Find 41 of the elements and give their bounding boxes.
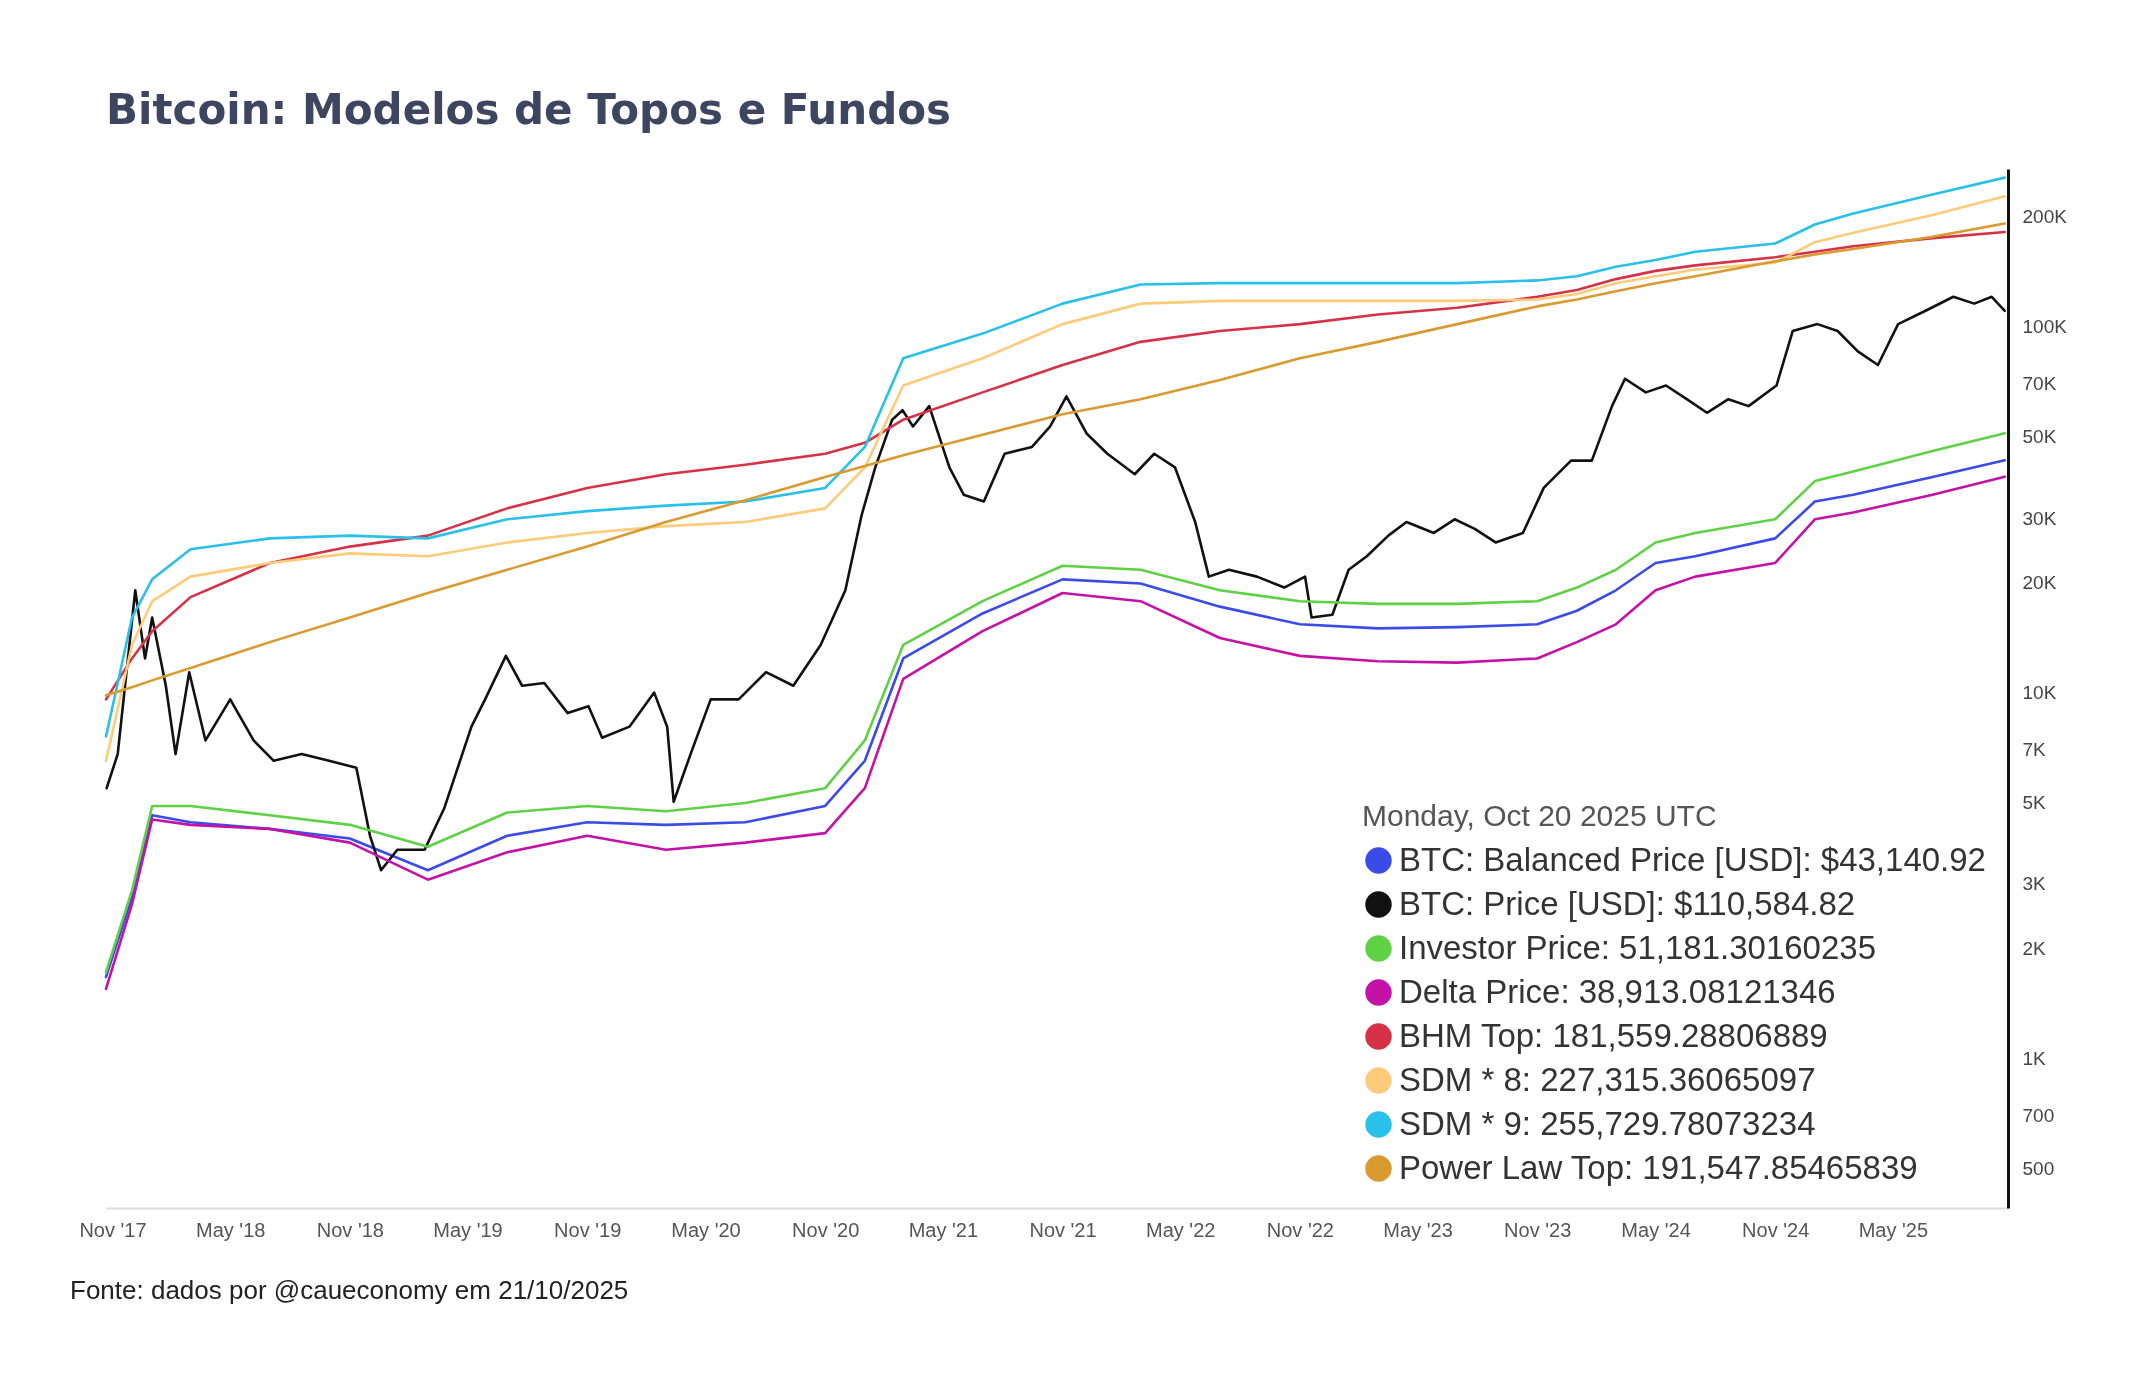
x-tick-label: May '21 xyxy=(908,1218,979,1241)
y-tick-label: 200K xyxy=(2022,206,2068,228)
x-tick-label: Nov '20 xyxy=(792,1218,860,1241)
x-tick-label: Nov '17 xyxy=(79,1218,147,1241)
y-tick-label: 100K xyxy=(2022,316,2068,338)
chart-title: Bitcoin: Modelos de Topos e Fundos xyxy=(106,85,952,134)
x-tick-label: May '25 xyxy=(1858,1218,1929,1241)
y-tick-label: 2K xyxy=(2022,937,2047,959)
y-tick-label: 70K xyxy=(2022,372,2057,394)
y-tick-label: 700 xyxy=(2022,1104,2055,1126)
y-tick-label: 5K xyxy=(2022,792,2047,814)
x-tick-label: Nov '23 xyxy=(1504,1218,1572,1241)
legend-label: Power Law Top: 191,547.85465839 xyxy=(1399,1148,1918,1186)
legend-label: SDM * 8: 227,315.36065097 xyxy=(1399,1060,1816,1098)
y-tick-label: 7K xyxy=(2022,738,2047,760)
x-tick-label: Nov '18 xyxy=(316,1218,384,1241)
legend-label: Delta Price: 38,913.08121346 xyxy=(1399,972,1836,1010)
legend-title: Monday, Oct 20 2025 UTC xyxy=(1362,799,1717,832)
legend-label: Investor Price: 51,181.30160235 xyxy=(1399,928,1877,966)
y-tick-label: 20K xyxy=(2022,571,2057,593)
legend-label: BHM Top: 181,559.28806889 xyxy=(1399,1016,1828,1054)
y-tick-label: 50K xyxy=(2022,426,2057,448)
source-note: Fonte: dados por @caueconomy em 21/10/2025 xyxy=(70,1275,629,1306)
x-tick-label: May '19 xyxy=(433,1218,503,1241)
legend-label: SDM * 9: 255,729.78073234 xyxy=(1399,1104,1816,1142)
x-tick-label: Nov '21 xyxy=(1029,1218,1097,1241)
x-tick-label: Nov '24 xyxy=(1742,1218,1810,1241)
x-tick-label: May '20 xyxy=(671,1218,741,1241)
x-tick-label: Nov '19 xyxy=(554,1218,622,1241)
y-tick-label: 1K xyxy=(2022,1047,2047,1069)
x-tick-label: Nov '22 xyxy=(1266,1218,1334,1241)
x-tick-label: May '22 xyxy=(1146,1218,1216,1241)
y-tick-label: 500 xyxy=(2022,1158,2055,1180)
x-tick-label: May '18 xyxy=(196,1218,266,1241)
y-tick-label: 3K xyxy=(2022,873,2047,895)
legend-label: BTC: Price [USD]: $110,584.82 xyxy=(1399,884,1856,922)
y-tick-label: 10K xyxy=(2022,682,2057,704)
y-tick-label: 30K xyxy=(2022,507,2057,529)
x-tick-label: May '24 xyxy=(1621,1218,1691,1241)
legend-label: BTC: Balanced Price [USD]: $43,140.92 xyxy=(1399,840,1986,878)
x-tick-label: May '23 xyxy=(1383,1218,1453,1241)
